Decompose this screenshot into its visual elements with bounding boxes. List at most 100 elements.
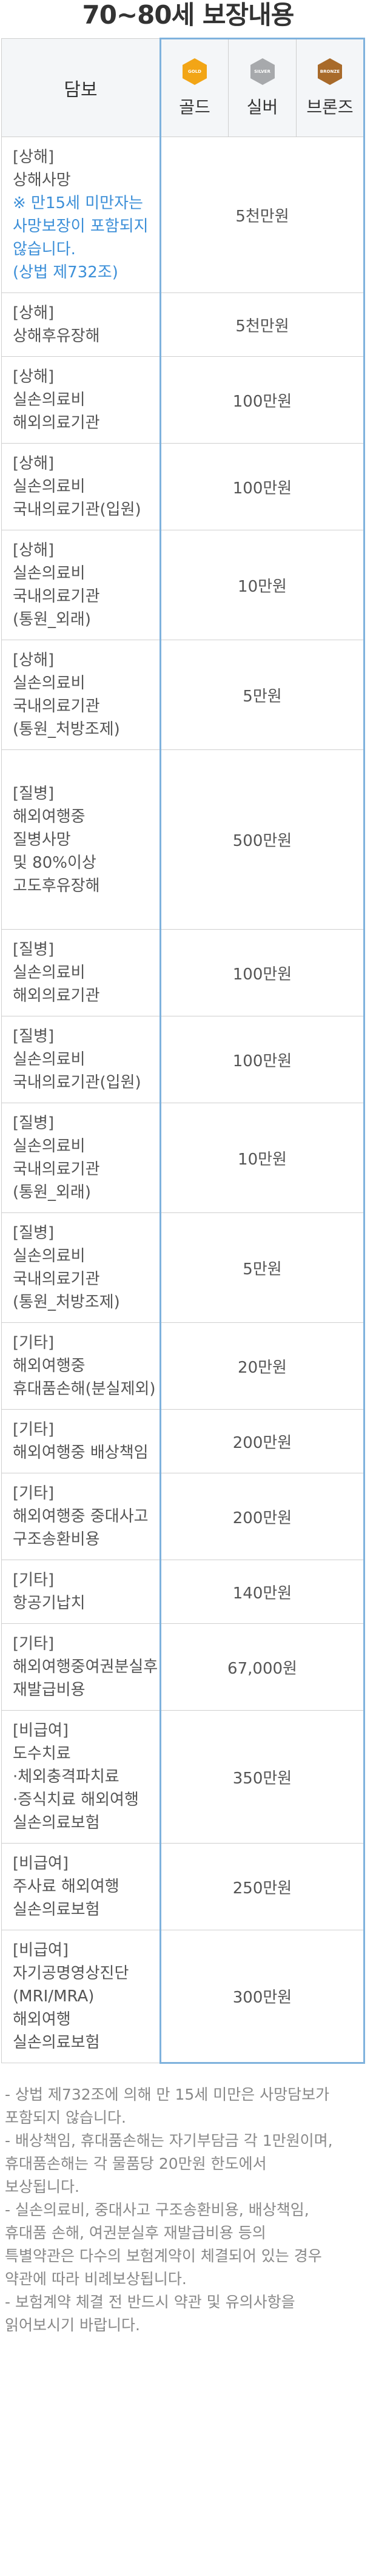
coverage-note-line: ※ 만15세 미만자는: [13, 194, 143, 212]
coverage-name-line: [비급여]: [13, 1854, 69, 1873]
coverage-name-line: 해외여행: [13, 2010, 71, 2029]
coverage-name-line: 해외여행중 중대사고: [13, 1507, 149, 1526]
coverage-name-line: 상해사망: [13, 171, 71, 189]
coverage-amount: 140만원: [159, 1560, 365, 1624]
coverage-name-line: 국내의료기관(입원): [13, 501, 141, 519]
coverage-amount: 100만원: [159, 1016, 365, 1103]
gold-badge-icon: GOLD: [181, 58, 209, 86]
coverage-name-line: 국내의료기관: [13, 697, 100, 715]
coverage-name-line: 국내의료기관: [13, 1270, 100, 1288]
table-row: [기타] 항공기납치 140만원: [1, 1560, 365, 1624]
coverage-name-line: 휴대품손해(분실제외): [13, 1380, 156, 1398]
coverage-name-line: 국내의료기관: [13, 587, 100, 606]
coverage-table-header: 담보 GOLD 골드 SILVER: [1, 38, 365, 137]
coverage-name-line: 상해후유장해: [13, 327, 100, 345]
coverage-amount: 200만원: [159, 1473, 365, 1560]
coverage-name-line: [질병]: [13, 941, 55, 959]
table-row: [질병] 실손의료비 국내의료기관 (통원_외래) 10만원: [1, 1103, 365, 1213]
coverage-name-line: 해외여행중 배상책임: [13, 1444, 149, 1462]
coverage-name-line: 도수치료: [13, 1745, 71, 1763]
note-line: - 실손의료비, 중대사고 구조송환비용, 배상책임,: [5, 2201, 309, 2219]
coverage-amount: 100만원: [159, 929, 365, 1016]
header-coverage-label: 담보: [1, 38, 161, 137]
coverage-name: [상해] 실손의료비 국내의료기관 (통원_처방조제): [1, 640, 161, 750]
page-title: 70~80세 보장내용: [82, 0, 295, 30]
coverage-name: [상해] 실손의료비 국내의료기관 (통원_외래): [1, 530, 161, 640]
coverage-name-line: 국내의료기관(입원): [13, 1073, 141, 1092]
note-line: - 배상책임, 휴대품손해는 자기부담금 각 1만원이며,: [5, 2132, 333, 2149]
note-item: - 보험계약 체결 전 반드시 약관 및 유의사항을 읽어보시기 바랍니다.: [5, 2291, 370, 2337]
note-item: - 상법 제732조에 의해 만 15세 미만은 사망담보가 포함되지 않습니다…: [5, 2083, 370, 2129]
coverage-name-line: 질병사망: [13, 830, 71, 849]
coverage-name: [비급여] 자기공명영상진단 (MRI/MRA) 해외여행 실손의료보험: [1, 1930, 161, 2063]
coverage-name: [기타] 항공기납치: [1, 1560, 161, 1624]
table-row: [상해] 실손의료비 국내의료기관 (통원_외래) 10만원: [1, 530, 365, 640]
coverage-name-line: 해외여행중여권분실후: [13, 1658, 158, 1676]
coverage-name-line: 국내의료기관: [13, 1160, 100, 1178]
note-line: - 상법 제732조에 의해 만 15세 미만은 사망담보가: [5, 2086, 330, 2103]
bronze-badge-icon: BRONZE: [316, 58, 344, 86]
coverage-name-line: [질병]: [13, 1224, 55, 1242]
coverage-name-line: 실손의료비: [13, 1247, 86, 1265]
coverage-name-line: 해외의료기관: [13, 987, 100, 1005]
coverage-name-line: 실손의료보험: [13, 1814, 100, 1832]
note-line: 휴대품손해는 각 물품당 20만원 한도에서: [5, 2155, 267, 2172]
coverage-amount: 10만원: [159, 530, 365, 640]
coverage-name: [질병] 실손의료비 국내의료기관 (통원_외래): [1, 1103, 161, 1213]
coverage-name-line: (통원_처방조제): [13, 1293, 120, 1311]
coverage-amount: 250만원: [159, 1843, 365, 1930]
coverage-note-line: 않습니다.: [13, 240, 76, 259]
plan-name-silver: 실버: [246, 97, 278, 117]
coverage-name-line: 고도후유장해: [13, 876, 100, 895]
coverage-amount: 100만원: [159, 356, 365, 444]
coverage-name-line: [기타]: [13, 1334, 55, 1352]
coverage-name-line: 주사료 해외여행: [13, 1878, 119, 1896]
coverage-name: [기타] 해외여행중 배상책임: [1, 1409, 161, 1473]
plan-name-gold: 골드: [179, 97, 210, 117]
coverage-name-line: 해외의료기관: [13, 414, 100, 432]
coverage-name-line: [기타]: [13, 1484, 55, 1503]
coverage-name-line: (통원_외래): [13, 1183, 91, 1202]
note-line: - 보험계약 체결 전 반드시 약관 및 유의사항을: [5, 2293, 295, 2311]
notes-list: - 상법 제732조에 의해 만 15세 미만은 사망담보가 포함되지 않습니다…: [0, 2083, 376, 2337]
coverage-name-line: [상해]: [13, 368, 55, 386]
coverage-amount: 5천만원: [159, 292, 365, 357]
coverage-note-line: (상법 제732조): [13, 263, 118, 282]
coverage-name-line: [질병]: [13, 1027, 55, 1046]
coverage-name-line: 구조송환비용: [13, 1530, 100, 1549]
coverage-name-line: [질병]: [13, 784, 55, 803]
coverage-amount: 5만원: [159, 640, 365, 750]
plan-silver: SILVER 실버: [228, 38, 297, 137]
coverage-name-line: 실손의료비: [13, 1050, 86, 1069]
coverage-name: [상해] 상해후유장해: [1, 292, 161, 357]
coverage-name-line: [질병]: [13, 1114, 55, 1132]
coverage-name-line: 실손의료비: [13, 391, 86, 409]
coverage-name-line: 해외여행중: [13, 1357, 86, 1375]
coverage-name-line: [기타]: [13, 1571, 55, 1589]
coverage-name-line: 해외여행중: [13, 807, 86, 826]
table-row: [비급여] 도수치료 ·체외충격파치료 ·증식치료 해외여행 실손의료보험 350만원: [1, 1710, 365, 1844]
coverage-name-line: 자기공명영상진단: [13, 1964, 129, 1983]
coverage-amount: 300만원: [159, 1930, 365, 2064]
note-line: 읽어보시기 바랍니다.: [5, 2316, 140, 2334]
coverage-name-line: ·체외충격파치료: [13, 1768, 119, 1786]
coverage-name-line: 실손의료보험: [13, 1901, 100, 1919]
coverage-name-line: [비급여]: [13, 1722, 69, 1740]
coverage-name-line: ·증식치료 해외여행: [13, 1791, 139, 1809]
coverage-name-line: [비급여]: [13, 1941, 69, 1959]
coverage-note-line: 사망보장이 포함되지: [13, 217, 149, 235]
note-line: 포함되지 않습니다.: [5, 2109, 126, 2126]
coverage-name-line: 및 80%이상: [13, 853, 96, 872]
note-item: - 배상책임, 휴대품손해는 자기부담금 각 1만원이며, 휴대품손해는 각 물…: [5, 2129, 370, 2199]
plan-name-bronze: 브론즈: [306, 97, 354, 117]
coverage-name-line: (MRI/MRA): [13, 1987, 95, 2006]
